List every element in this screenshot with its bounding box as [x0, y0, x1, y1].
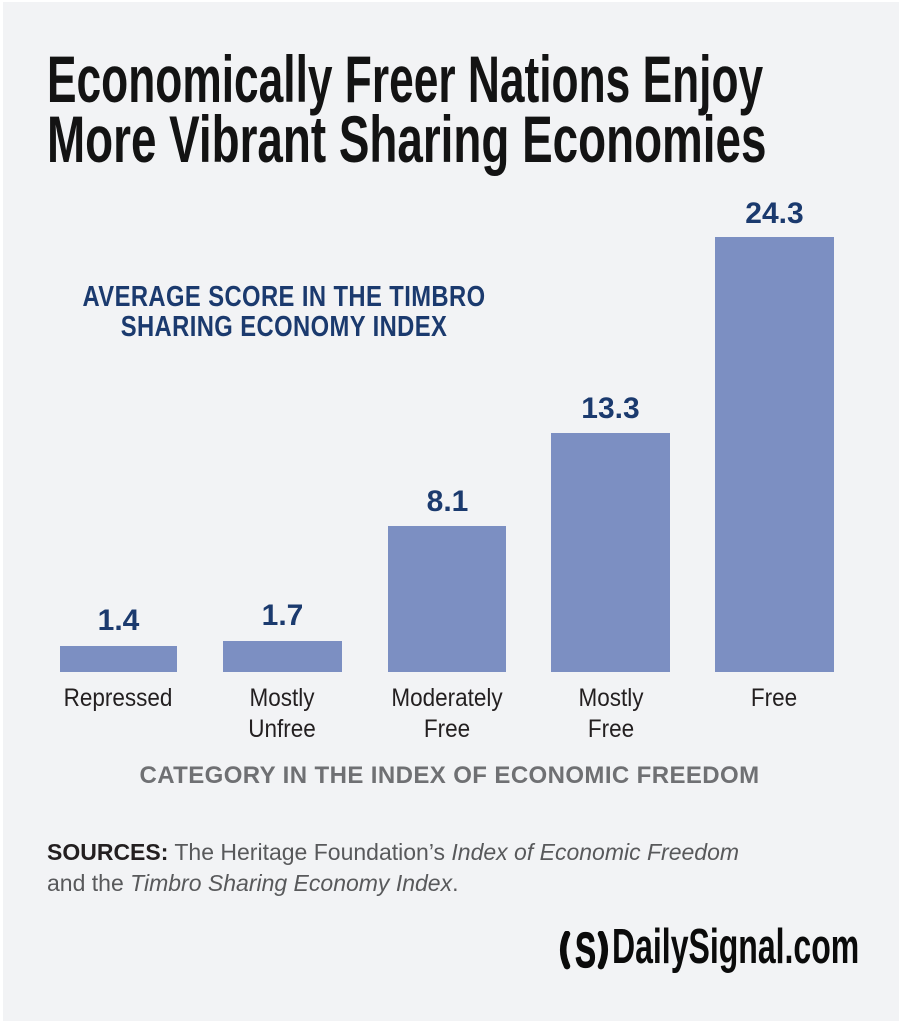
svg-text:S: S	[575, 931, 596, 972]
